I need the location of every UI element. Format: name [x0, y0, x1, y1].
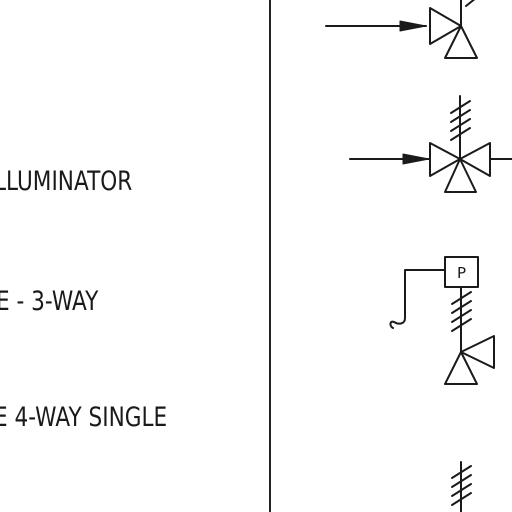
stem-hatch: [450, 109, 471, 123]
valve-symbol-4: [451, 461, 472, 512]
stem-hatch: [451, 492, 472, 506]
legend-label-illuminator: LLUMINATOR: [0, 166, 133, 197]
stem-hatch: [450, 100, 471, 114]
stem-hatch: [450, 118, 471, 132]
valve-symbol-1: [325, 0, 478, 59]
stem-hatch: [451, 483, 472, 497]
column-divider: [269, 0, 271, 512]
valve-triangle-right: [459, 142, 491, 177]
stem-hatch: [450, 127, 471, 141]
stem-hatch: [451, 465, 472, 479]
valve-triangle-right: [460, 335, 495, 369]
stem-hatch: [451, 309, 472, 323]
valve-triangle-bottom: [444, 351, 478, 385]
valve-triangle-bottom: [444, 25, 478, 59]
valve-symbol-2: [349, 95, 512, 193]
flow-arrowhead: [402, 153, 430, 165]
stem-hatch: [451, 318, 472, 332]
flow-arrowhead: [399, 20, 427, 32]
valve-symbol-3: P: [389, 256, 495, 385]
stem-hatch: [451, 291, 472, 305]
actuator-letter: P: [457, 264, 466, 282]
valve-triangle-left: [429, 142, 461, 177]
stem-hatch: [451, 474, 472, 488]
stem-hatch: [451, 300, 472, 314]
valve-triangle-bottom: [444, 158, 477, 193]
valve-triangle-left: [429, 7, 462, 45]
stem-hatch: [465, 0, 476, 7]
legend-label-valve-3-way: E - 3-WAY: [0, 286, 99, 317]
capillary-line: [389, 269, 446, 329]
legend-label-valve-4-way-single: E 4-WAY SINGLE: [0, 402, 168, 433]
